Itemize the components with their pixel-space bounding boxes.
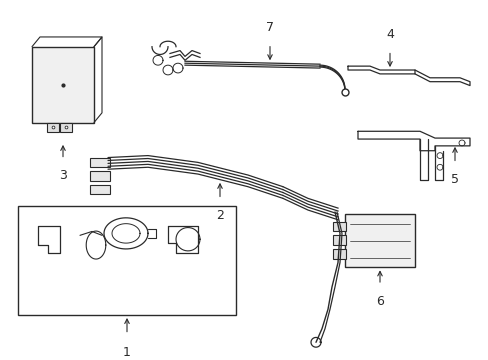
Bar (90, 171, 110, 181)
Bar (332, 222, 346, 231)
Bar (332, 235, 346, 245)
Bar (90, 158, 110, 167)
Bar (18, 206, 236, 315)
Bar (345, 214, 414, 267)
Text: 6: 6 (375, 294, 383, 308)
Text: 1: 1 (123, 346, 131, 359)
Bar (90, 185, 110, 194)
Text: 4: 4 (385, 28, 393, 41)
Bar (47, 122, 59, 132)
Text: 5: 5 (450, 173, 458, 186)
Bar (32, 47, 94, 122)
Text: 2: 2 (216, 209, 224, 222)
Text: 3: 3 (59, 169, 67, 182)
Bar (60, 122, 72, 132)
Text: 7: 7 (265, 21, 273, 34)
Bar (332, 249, 346, 259)
